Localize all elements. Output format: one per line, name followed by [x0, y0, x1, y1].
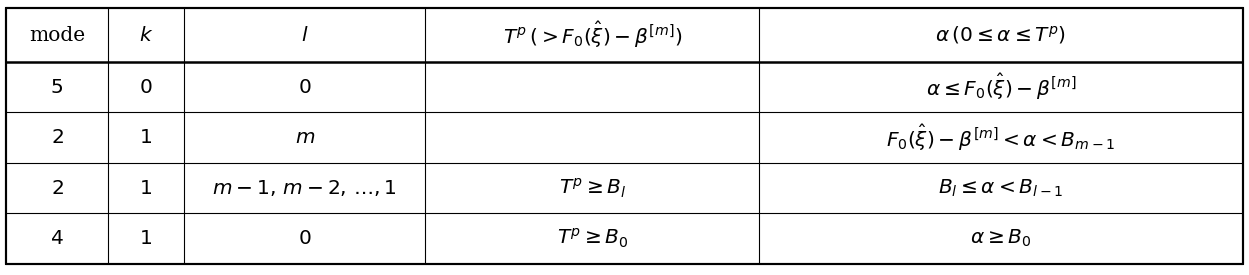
Text: $m$: $m$	[295, 128, 315, 147]
Text: $0$: $0$	[299, 78, 311, 97]
Text: $T^p \geq B_0$: $T^p \geq B_0$	[557, 227, 628, 251]
Text: $k$: $k$	[139, 26, 154, 45]
Text: $4$: $4$	[50, 229, 64, 248]
Text: $0$: $0$	[139, 78, 152, 97]
Text: $F_0(\hat{\xi})-\beta^{[m]} < \alpha < B_{m-1}$: $F_0(\hat{\xi})-\beta^{[m]} < \alpha < B…	[887, 123, 1115, 153]
Text: $5$: $5$	[50, 78, 64, 97]
Text: $\alpha \geq B_0$: $\alpha \geq B_0$	[970, 228, 1032, 249]
Text: $1$: $1$	[140, 229, 152, 248]
Text: $2$: $2$	[50, 179, 64, 198]
Text: $B_l \leq \alpha < B_{l-1}$: $B_l \leq \alpha < B_{l-1}$	[938, 178, 1064, 199]
Text: $1$: $1$	[140, 128, 152, 147]
Text: $l$: $l$	[301, 26, 309, 45]
Text: $\alpha\,(0 \leq \alpha \leq T^p)$: $\alpha\,(0 \leq \alpha \leq T^p)$	[936, 24, 1067, 46]
Text: $\alpha \leq F_0(\hat{\xi})-\beta^{[m]}$: $\alpha \leq F_0(\hat{\xi})-\beta^{[m]}$	[926, 72, 1077, 102]
Text: $T^p \geq B_l$: $T^p \geq B_l$	[558, 177, 626, 200]
Text: $2$: $2$	[50, 128, 64, 147]
Text: $T^p\,(>F_0(\hat{\xi})-\beta^{[m]})$: $T^p\,(>F_0(\hat{\xi})-\beta^{[m]})$	[502, 20, 682, 50]
Text: $m-1,\,m-2,\,\ldots,1$: $m-1,\,m-2,\,\ldots,1$	[212, 178, 397, 198]
Text: $1$: $1$	[140, 179, 152, 198]
Text: mode: mode	[29, 26, 85, 45]
Text: $0$: $0$	[299, 229, 311, 248]
